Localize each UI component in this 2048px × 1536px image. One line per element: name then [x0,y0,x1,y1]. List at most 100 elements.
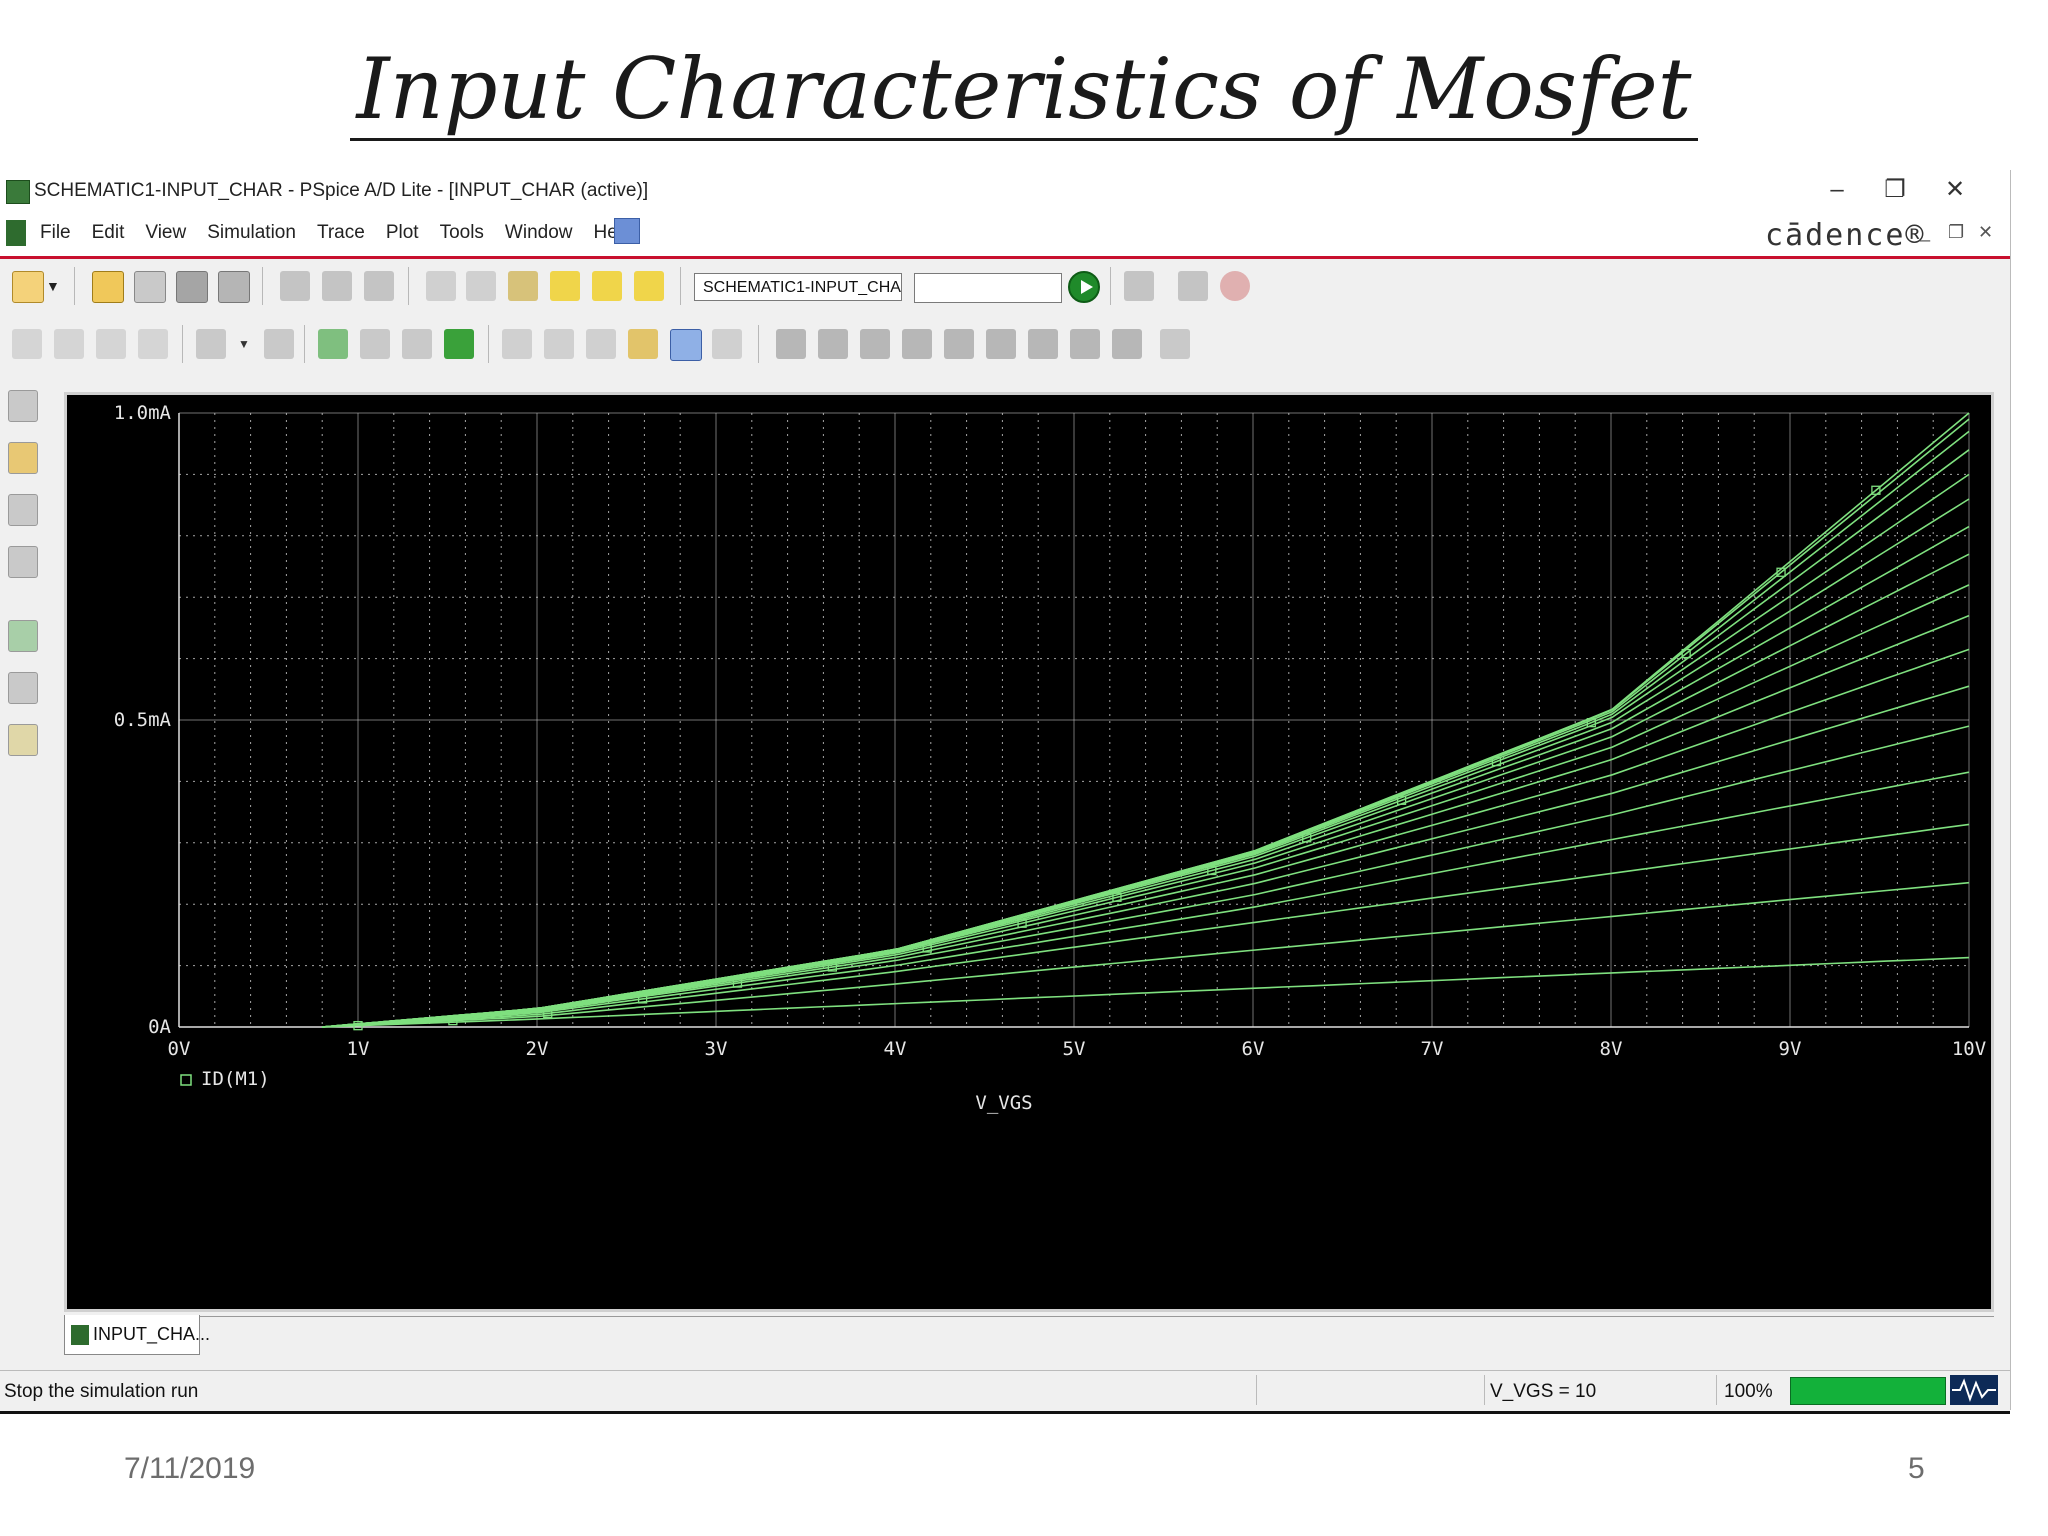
legend-label: ID(M1) [201,1068,270,1090]
menu-edit[interactable]: Edit [91,222,125,243]
trace-curve [322,449,1970,1028]
comment-icon[interactable] [8,390,38,422]
trace-curve [322,956,1970,1028]
select-pointer-icon[interactable] [670,329,702,361]
save-icon[interactable] [176,271,208,303]
side-toolbar [0,380,46,1200]
trace-curve [322,648,1970,1028]
log-x-icon[interactable] [196,329,226,359]
x-axis-label: V_VGS [975,1092,1032,1114]
trace-curve [322,418,1970,1028]
probe-plot-window: 0V 1V 2V 3V 4V 5V 6V 7V 8V 9V 10V 0A 0.5mA 1.0mA V_VGS… [64,392,1994,1312]
menu-window[interactable]: Window [504,222,573,243]
new-dropdown-icon[interactable]: ▼ [46,278,60,294]
open-folder-icon[interactable] [92,271,124,303]
cursor-prev-transition-icon[interactable] [1112,329,1142,359]
x-tick-label: 6V [1242,1038,1265,1060]
waveform-settings-icon[interactable] [8,546,38,578]
simulation-progress-bar [1790,1377,1946,1405]
vgs-readout: V_VGS = 10 [1490,1381,1597,1402]
pause-icon[interactable] [1178,271,1208,301]
cursor-next-transition-icon[interactable] [1070,329,1100,359]
zoom-area-icon[interactable] [96,329,126,359]
x-tick-label: 5V [1063,1038,1086,1060]
performance-analysis-icon[interactable] [360,329,390,359]
status-divider [1484,1375,1485,1405]
trace-curve [322,525,1970,1028]
pspice-window: SCHEMATIC1-INPUT_CHAR - PSpice A/D Lite … [0,170,2011,1414]
undo-icon[interactable] [426,271,456,301]
simulation-profile-combo[interactable]: SCHEMATIC1-INPUT_CHA [694,273,902,301]
eval-goal-function-icon[interactable] [544,329,574,359]
menu-file[interactable]: File [40,222,71,243]
progress-percent: 100% [1724,1381,1773,1402]
menu-trace[interactable]: Trace [316,222,365,243]
cursor-slope-icon[interactable] [860,329,890,359]
add-y-axis-icon[interactable] [318,329,348,359]
cursor-trough-icon[interactable] [818,329,848,359]
restore-icon[interactable]: ❐ [1884,176,1906,203]
zoom-out-icon[interactable] [54,329,84,359]
new-file-icon[interactable] [12,271,44,303]
menu-plot[interactable]: Plot [385,222,419,243]
paste-icon[interactable] [364,271,394,301]
cut-icon[interactable] [280,271,310,301]
fourier-icon[interactable] [264,329,294,359]
cursor-max-icon[interactable] [944,329,974,359]
toggle-grid-icon[interactable] [712,329,742,359]
trace-curve [322,725,1970,1028]
add-plot-icon[interactable] [8,620,38,652]
secondary-combo[interactable] [914,273,1062,303]
print-icon[interactable] [218,271,250,303]
toggle-bookmark-icon[interactable] [550,271,580,301]
bookmark-icon[interactable] [508,271,538,301]
notes-icon[interactable] [8,724,38,756]
clear-bookmarks-icon[interactable] [634,271,664,301]
edit-plot-icon[interactable] [8,672,38,704]
mdi-close-icon[interactable]: ✕ [1978,222,1994,242]
legend-marker [180,1074,192,1086]
log-file-icon[interactable] [8,442,38,474]
x-tick-label: 2V [526,1038,549,1060]
y-tick-label: 1.0mA [114,402,172,424]
menu-items: File Edit View Simulation Trace Plot Too… [40,222,633,244]
open-simulation-icon[interactable] [134,271,166,303]
slide-page-number: 5 [1908,1452,1925,1485]
cursor-peak-icon[interactable] [776,329,806,359]
cursor-search-icon[interactable] [1028,329,1058,359]
evaluate-measurement-icon[interactable] [402,329,432,359]
output-file-icon[interactable] [8,494,38,526]
mdi-minimize-icon[interactable]: _ [1920,222,1931,242]
add-trace-icon[interactable] [502,329,532,359]
menu-view[interactable]: View [145,222,187,243]
redo-icon[interactable] [466,271,496,301]
run-simulation-icon[interactable] [1068,271,1100,303]
plot-canvas: 0V 1V 2V 3V 4V 5V 6V 7V 8V 9V 10V 0A 0.5mA 1.0mA V_VGS… [114,402,1986,1114]
cursor-min-icon[interactable] [902,329,932,359]
x-tick-label: 3V [705,1038,728,1060]
mdi-restore-icon[interactable]: ❐ [1948,222,1965,242]
stop-icon[interactable] [1220,271,1250,301]
status-message: Stop the simulation run [4,1381,199,1402]
mark-data-points-icon[interactable] [628,329,658,359]
plot-tab-label: INPUT_CHA... [93,1324,211,1344]
y-tick-label: 0.5mA [114,709,172,731]
x-tick-label: 8V [1600,1038,1623,1060]
copy-icon[interactable] [322,271,352,301]
edit-profile-icon[interactable] [1124,271,1154,301]
log-dropdown-icon[interactable]: ▼ [238,337,250,351]
mark-label-icon[interactable] [1160,329,1190,359]
zoom-in-icon[interactable] [12,329,42,359]
zoom-fit-icon[interactable] [138,329,168,359]
menu-simulation[interactable]: Simulation [207,222,296,243]
minimize-icon[interactable]: – [1830,176,1844,203]
menu-tools[interactable]: Tools [439,222,484,243]
cascade-windows-icon[interactable] [614,218,640,244]
text-label-icon[interactable] [586,329,616,359]
close-icon[interactable]: ✕ [1944,176,1966,203]
title-bar: SCHEMATIC1-INPUT_CHAR - PSpice A/D Lite … [0,170,2010,212]
next-bookmark-icon[interactable] [592,271,622,301]
plot-tab[interactable]: INPUT_CHA... [64,1315,210,1355]
excel-export-icon[interactable] [444,329,474,359]
cursor-point-icon[interactable] [986,329,1016,359]
